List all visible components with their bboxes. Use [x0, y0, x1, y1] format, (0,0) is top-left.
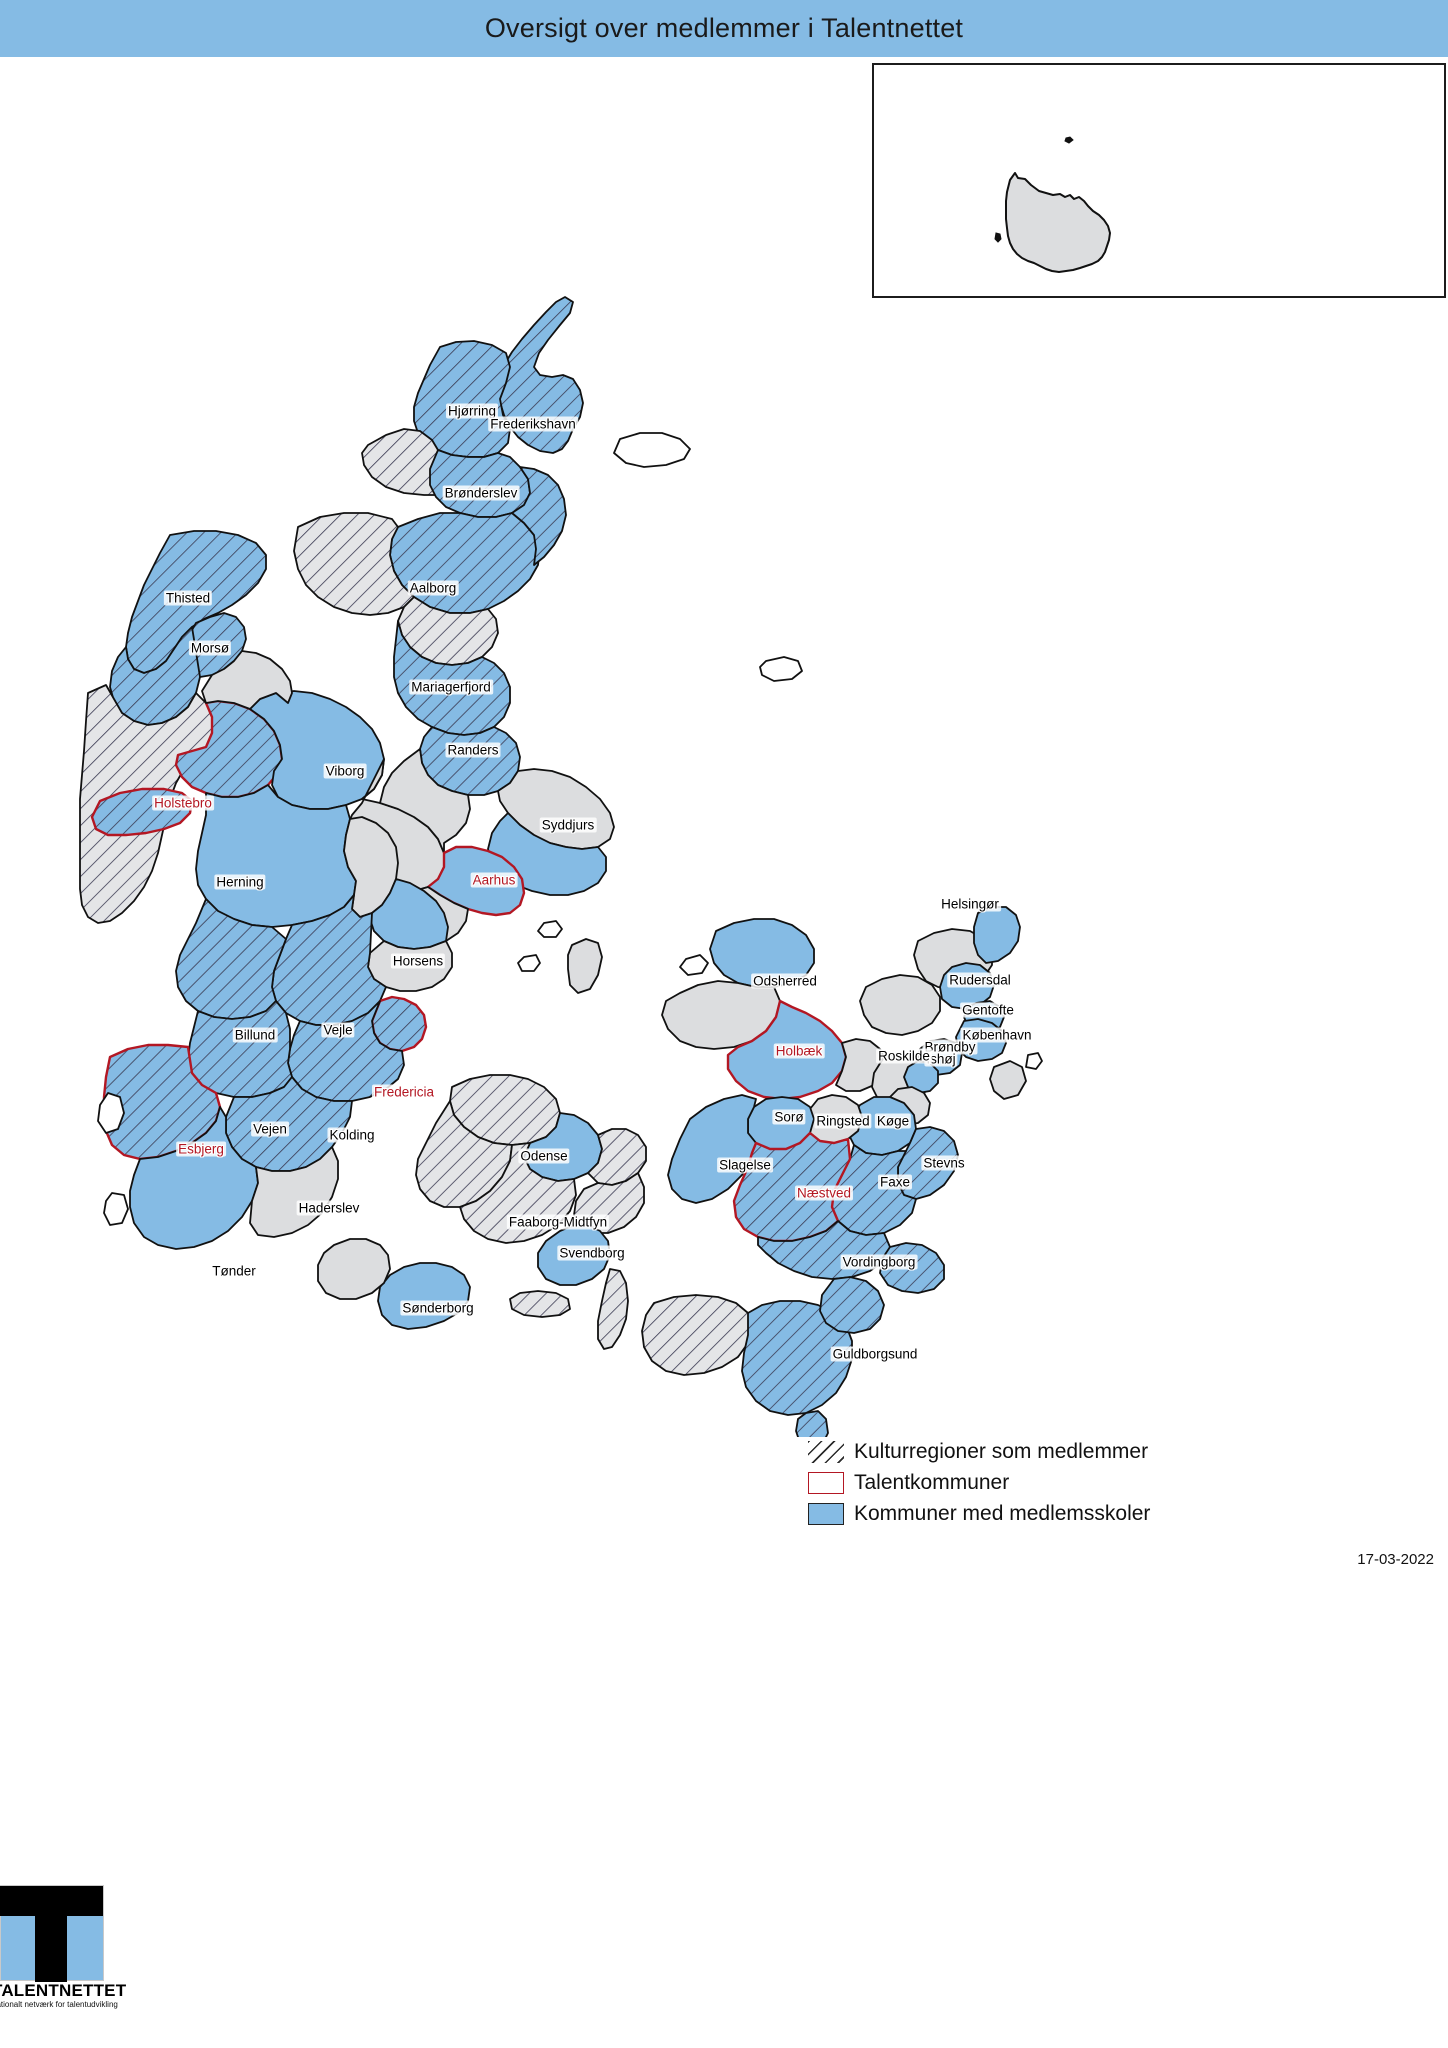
- island-amager-sjaelland-small: [989, 1060, 1027, 1100]
- map-label-gentofte[interactable]: Gentofte: [960, 1002, 1016, 1018]
- map-label-hjoerring[interactable]: Hjørring: [445, 403, 499, 419]
- island-anholt: [759, 656, 803, 682]
- map-label-faaborg-midtfyn[interactable]: Faaborg-Midtfyn: [506, 1214, 610, 1230]
- map-label-guldborgsund[interactable]: Guldborgsund: [830, 1346, 920, 1362]
- map-label-ringsted[interactable]: Ringsted: [814, 1113, 872, 1129]
- map-label-koege[interactable]: Køge: [874, 1113, 912, 1129]
- map-label-billund[interactable]: Billund: [232, 1027, 278, 1043]
- map-label-syddjurs[interactable]: Syddjurs: [539, 817, 597, 833]
- map-label-horsens[interactable]: Horsens: [390, 953, 446, 969]
- map-label-ishoej[interactable]: Ishøj: [924, 1051, 958, 1067]
- talentnettet-logo: TALENTNETTET nationalt netværk for talen…: [0, 1885, 148, 2009]
- legend-label-talentkommuner: Talentkommuner: [854, 1471, 1010, 1494]
- map-label-naestved[interactable]: Næstved: [794, 1185, 854, 1201]
- legend-item-kulturregioner[interactable]: Kulturregioner som medlemmer: [808, 1440, 1308, 1464]
- bornholm-inset-svg: [994, 136, 1111, 273]
- logo-t-mark-icon: [0, 1885, 104, 1982]
- map-label-aarhus[interactable]: Aarhus: [470, 872, 518, 888]
- region-langeland[interactable]: [597, 1268, 629, 1350]
- region-lolland[interactable]: [641, 1294, 753, 1376]
- map-label-helsingoer[interactable]: Helsingør: [939, 896, 1001, 912]
- map-label-stevns[interactable]: Stevns: [921, 1155, 967, 1171]
- map-label-haderslev[interactable]: Haderslev: [296, 1200, 362, 1216]
- map-label-toender[interactable]: Tønder: [210, 1263, 258, 1279]
- legend-label-medlemsskoler: Kommuner med medlemsskoler: [854, 1502, 1151, 1525]
- map-label-morsoe[interactable]: Morsø: [188, 640, 232, 656]
- blue-fill-swatch-icon: [808, 1503, 844, 1525]
- map-label-randers[interactable]: Randers: [445, 742, 501, 758]
- map-label-broenderslev[interactable]: Brønderslev: [442, 485, 520, 501]
- map-label-fredericia[interactable]: Fredericia: [371, 1084, 437, 1100]
- region-horsens[interactable]: [369, 878, 449, 950]
- region-skive[interactable]: [201, 650, 293, 710]
- region-mariagerfjord[interactable]: [393, 620, 511, 736]
- bornholm-inset: [872, 63, 1446, 298]
- map-label-broendby[interactable]: Brøndby: [922, 1039, 978, 1055]
- island-samsoe: [567, 938, 603, 994]
- map-label-herning[interactable]: Herning: [214, 874, 266, 890]
- map-label-frederikshavn[interactable]: Frederikshavn: [488, 416, 578, 432]
- map-label-odsherred[interactable]: Odsherred: [751, 973, 819, 989]
- map-label-rudersdal[interactable]: Rudersdal: [947, 972, 1013, 988]
- region-helsingoer[interactable]: [973, 906, 1021, 964]
- region-aeroe[interactable]: [509, 1290, 571, 1318]
- map-label-holbaek[interactable]: Holbæk: [773, 1043, 825, 1059]
- map-label-odense[interactable]: Odense: [518, 1148, 570, 1164]
- logo-t-stem: [35, 1886, 67, 1982]
- region-favrskov[interactable]: [379, 748, 471, 854]
- region-broenderslev[interactable]: [429, 449, 531, 518]
- map-label-holstebro[interactable]: Holstebro: [152, 795, 214, 811]
- map-label-esbjerg[interactable]: Esbjerg: [176, 1141, 226, 1157]
- island-saltholm: [1025, 1052, 1043, 1070]
- map-label-vordingborg[interactable]: Vordingborg: [840, 1254, 918, 1270]
- map-label-slagelse[interactable]: Slagelse: [717, 1157, 773, 1173]
- map-label-viborg[interactable]: Viborg: [323, 763, 367, 779]
- title-bar: Oversigt over medlemmer i Talentnettet: [0, 0, 1448, 57]
- region-frederikshavn-south[interactable]: [511, 466, 567, 566]
- island-fanoe: [97, 1092, 125, 1134]
- map-label-vejen[interactable]: Vejen: [251, 1121, 289, 1137]
- island-endelave: [517, 954, 541, 972]
- legend-item-medlemsskoler[interactable]: Kommuner med medlemsskoler: [808, 1502, 1308, 1526]
- island-roemoe: [103, 1192, 129, 1226]
- map-label-koebenhavn[interactable]: København: [960, 1027, 1034, 1043]
- logo-tagline: nationalt netværk for talentudvikling: [0, 2000, 118, 2009]
- map-label-roskilde[interactable]: Roskilde: [876, 1048, 932, 1064]
- region-frederikssund[interactable]: [859, 974, 941, 1036]
- map-label-thisted[interactable]: Thisted: [163, 590, 213, 606]
- map-label-kolding[interactable]: Kolding: [327, 1127, 377, 1143]
- denmark-map: [0, 57, 1448, 1437]
- logo-wordmark: TALENTNETTET: [0, 1981, 127, 2000]
- hatch-swatch-icon: [808, 1441, 844, 1463]
- region-falster-north[interactable]: [819, 1276, 885, 1334]
- page-title: Oversigt over medlemmer i Talentnettet: [484, 13, 964, 43]
- map-label-soroe[interactable]: Sorø: [772, 1109, 806, 1125]
- region-falster-tail[interactable]: [795, 1410, 829, 1437]
- map-label-faxe[interactable]: Faxe: [877, 1174, 913, 1190]
- region-soenderborg[interactable]: [377, 1262, 471, 1330]
- map-label-svendborg[interactable]: Svendborg: [557, 1245, 627, 1261]
- legend-item-talentkommuner[interactable]: Talentkommuner: [808, 1471, 1308, 1495]
- legend-label-kulturregioner: Kulturregioner som medlemmer: [854, 1440, 1149, 1463]
- region-als-south[interactable]: [317, 1238, 391, 1300]
- region-guldborgsund[interactable]: [741, 1300, 853, 1416]
- map-legend: Kulturregioner som medlemmer Talentkommu…: [808, 1440, 1308, 1533]
- denmark-map-svg: [79, 296, 1043, 1437]
- island-tunoe: [537, 920, 563, 938]
- map-label-aalborg[interactable]: Aalborg: [407, 580, 459, 596]
- map-label-soenderborg[interactable]: Sønderborg: [400, 1300, 476, 1316]
- island-laesoe: [613, 432, 691, 468]
- region-frederikshavn[interactable]: [497, 296, 584, 454]
- island-sejeroe: [679, 954, 709, 976]
- red-outline-swatch-icon: [808, 1472, 844, 1494]
- bornholm-island: [994, 136, 1111, 273]
- map-label-mariagerfjord[interactable]: Mariagerfjord: [409, 679, 493, 695]
- map-date: 17-03-2022: [1357, 1551, 1434, 1568]
- map-label-vejle[interactable]: Vejle: [321, 1022, 355, 1038]
